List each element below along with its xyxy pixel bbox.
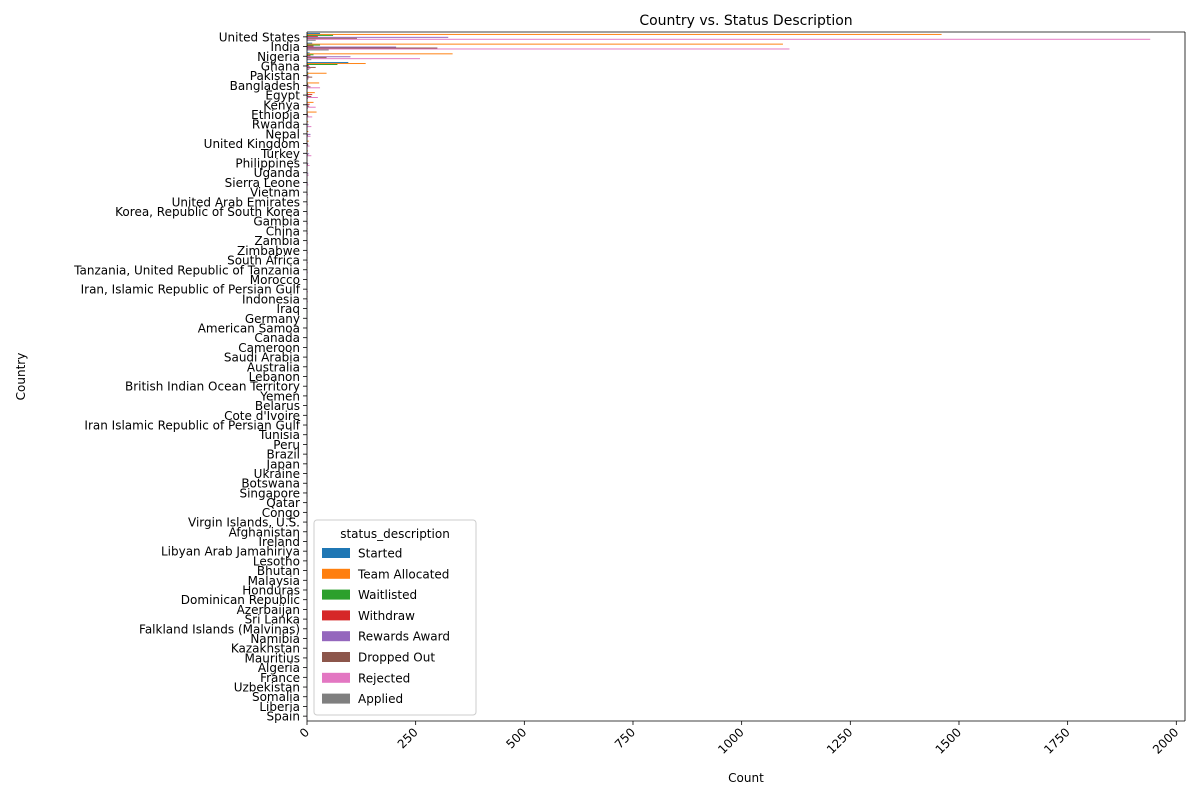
y-tick-label: Spain <box>266 710 300 724</box>
x-tick-label: 2000 <box>1150 725 1181 756</box>
bar <box>307 49 329 50</box>
bar <box>307 107 316 108</box>
x-tick-label: 500 <box>503 725 529 751</box>
bar <box>307 46 314 47</box>
bar <box>307 37 448 38</box>
bar <box>307 86 310 87</box>
legend-swatch <box>322 694 350 704</box>
bar <box>307 47 396 48</box>
legend-swatch <box>322 569 350 579</box>
bar <box>307 63 366 64</box>
bar <box>307 40 316 41</box>
legend-swatch <box>322 652 350 662</box>
chart-title: Country vs. Status Description <box>639 13 852 29</box>
legend: status_description Started Team Allocated W… <box>314 520 476 715</box>
legend-item-label: Withdraw <box>358 609 415 623</box>
legend-swatch <box>322 548 350 558</box>
bar <box>307 44 783 45</box>
legend-item-label: Rewards Award <box>358 630 450 644</box>
bar <box>307 45 320 46</box>
bar <box>307 97 318 98</box>
bar <box>307 35 333 36</box>
legend-item-label: Team Allocated <box>357 567 449 581</box>
x-tick-label: 750 <box>612 725 638 751</box>
bar <box>307 56 350 57</box>
bar <box>307 36 318 37</box>
bar <box>307 73 327 74</box>
x-tick-label: 1250 <box>824 725 855 756</box>
legend-item-label: Waitlisted <box>358 588 417 602</box>
bar <box>307 102 314 103</box>
bar <box>307 82 319 83</box>
bar <box>307 58 420 59</box>
y-axis-label: Country <box>14 353 28 401</box>
x-tick-label: 250 <box>395 725 421 751</box>
legend-item-label: Started <box>358 547 402 561</box>
legend-swatch <box>322 673 350 683</box>
legend-item-label: Applied <box>358 692 403 706</box>
x-tick-label: 1750 <box>1041 725 1072 756</box>
bar <box>307 53 453 54</box>
legend-item-label: Dropped Out <box>358 651 435 665</box>
bar <box>307 68 310 69</box>
bar <box>307 96 311 97</box>
legend-swatch <box>322 590 350 600</box>
bar <box>307 77 312 78</box>
x-axis-label: Count <box>728 771 764 785</box>
legend-swatch <box>322 631 350 641</box>
bar <box>307 136 310 137</box>
bar <box>307 48 789 49</box>
bar <box>307 134 310 135</box>
bar <box>307 92 315 93</box>
bar <box>307 64 337 65</box>
bar <box>307 38 357 39</box>
legend-item-label: Rejected <box>358 671 410 685</box>
bar <box>307 67 316 68</box>
x-tick-label: 1500 <box>933 725 964 756</box>
bar <box>307 155 311 156</box>
bar <box>307 94 312 95</box>
bar <box>307 55 310 56</box>
bar <box>307 33 320 34</box>
bar <box>307 54 314 55</box>
x-axis-ticks: 0 250 500 750 1000 1250 1500 1750 2000 <box>297 721 1182 757</box>
bar <box>307 87 320 88</box>
legend-swatch <box>322 610 350 620</box>
bar <box>307 126 311 127</box>
bar <box>307 43 312 44</box>
bar <box>307 62 348 63</box>
bar <box>307 34 942 35</box>
bar <box>307 59 311 60</box>
bar <box>307 48 437 49</box>
legend-title: status_description <box>340 527 450 541</box>
x-tick-label: 1000 <box>715 725 746 756</box>
bar <box>307 39 1150 40</box>
x-tick-label: 0 <box>297 725 312 740</box>
y-axis-ticks: United StatesIndiaNigeriaGhanaPakistanBa… <box>73 30 307 723</box>
bar <box>307 116 312 117</box>
bar <box>307 112 317 113</box>
bar <box>307 57 327 58</box>
